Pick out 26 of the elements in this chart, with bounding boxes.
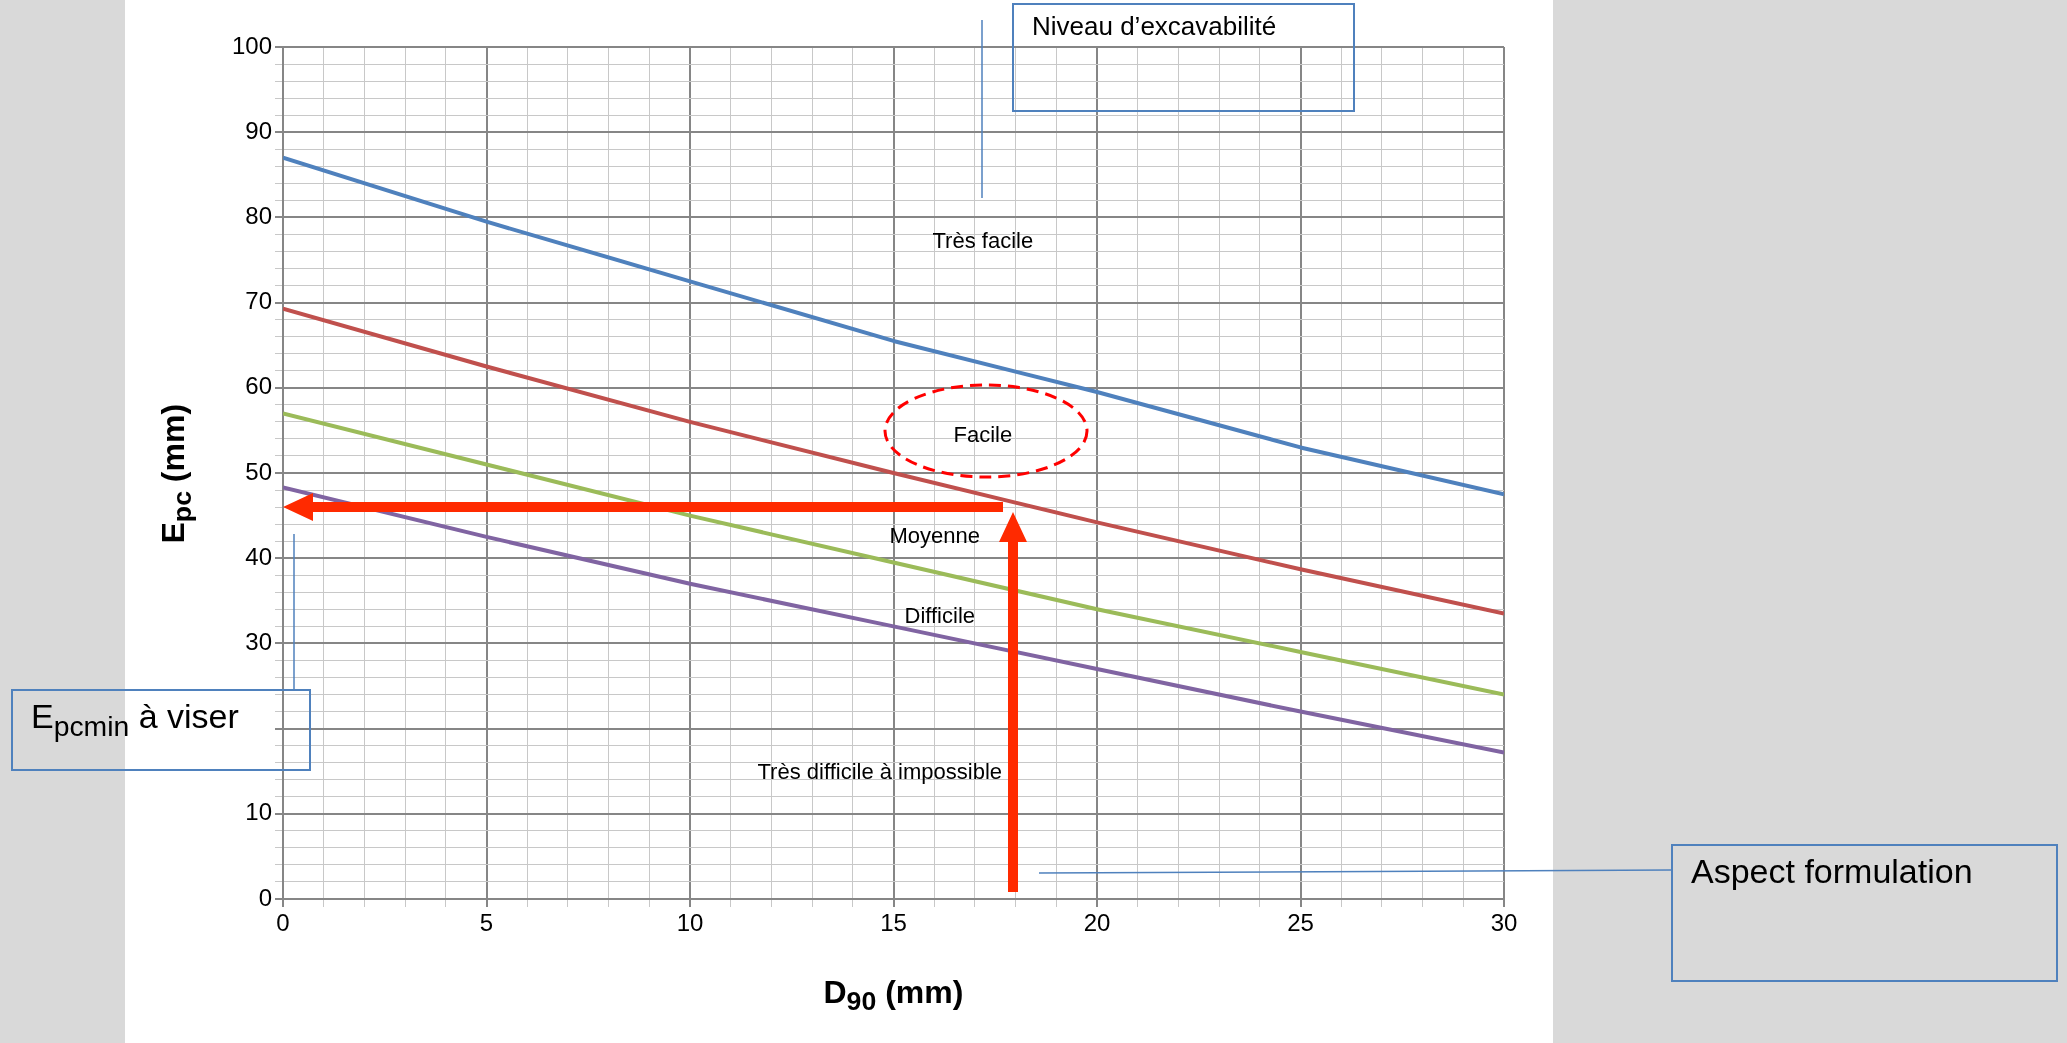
- annotation: Difficile: [904, 603, 976, 629]
- annotation: Très difficile à impossible: [757, 759, 1003, 785]
- annotation: Moyenne: [889, 523, 981, 549]
- x-tick-label: 15: [880, 909, 907, 937]
- x-tick-label: 0: [276, 909, 290, 937]
- annotation: Facile: [953, 422, 1013, 448]
- y-tick-label: 50: [245, 457, 272, 485]
- x-tick-label: 10: [676, 909, 704, 937]
- text: Niveau d’excavabilité: [1012, 3, 1355, 112]
- y-tick-label: 0: [258, 883, 272, 911]
- x-tick-label: 5: [479, 909, 494, 937]
- x-tick-label: 25: [1287, 909, 1314, 937]
- y-tick-label: 70: [245, 287, 272, 315]
- annotation: Très facile: [932, 228, 1034, 254]
- text: E$_{pcmin}$ à viser: [11, 689, 311, 771]
- y-tick-label: 60: [245, 372, 272, 400]
- x-tick-label: 30: [1490, 909, 1518, 937]
- y-tick-label: 90: [245, 116, 272, 144]
- y-tick-label: 40: [245, 542, 272, 570]
- x-tick-label: 20: [1083, 909, 1111, 937]
- y-tick-label: 100: [231, 31, 272, 59]
- text: Aspect formulation: [1671, 844, 2058, 982]
- y-tick-label: 10: [245, 798, 272, 826]
- x-axis-title: D$_{90}$ (mm): [823, 974, 964, 1018]
- y-tick-label: 30: [245, 628, 272, 656]
- y-tick-label: 80: [245, 202, 272, 230]
